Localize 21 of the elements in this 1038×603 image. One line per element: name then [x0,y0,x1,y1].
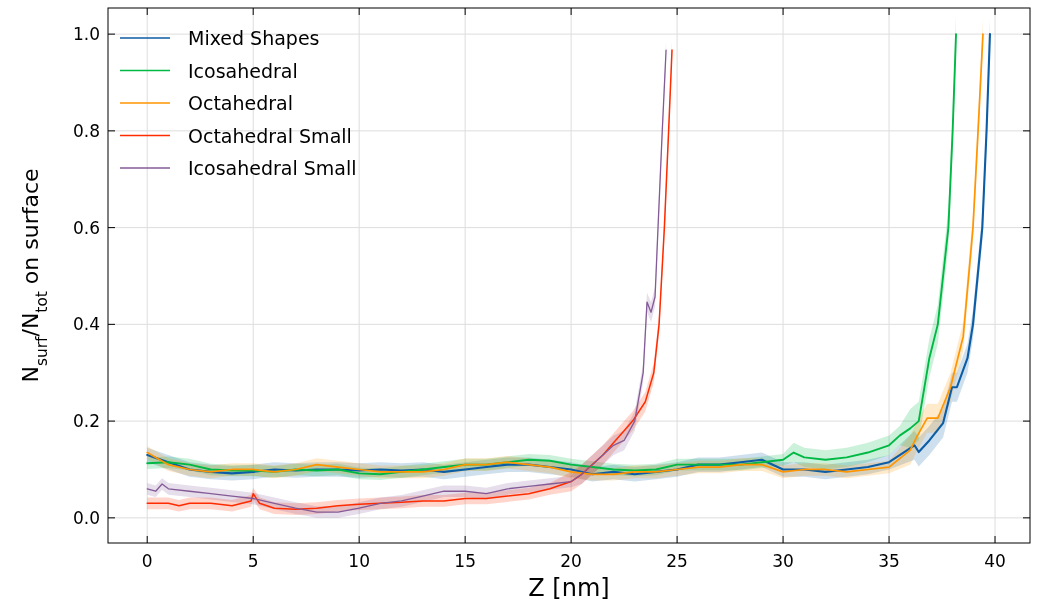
x-tick-label: 0 [141,551,153,571]
y-tick-label: 0.4 [72,314,100,335]
x-tick-label: 5 [247,551,259,571]
y-tick-label: 0.0 [72,507,100,528]
y-tick-label: 0.6 [72,217,100,238]
x-tick-label: 10 [348,551,370,571]
legend-label: Icosahedral [188,59,298,82]
y-tick-label: 1.0 [72,24,100,45]
y-tick-label: 0.2 [72,411,100,432]
x-tick-label: 30 [772,551,794,571]
legend-label: Icosahedral Small [188,157,357,179]
x-axis-title: Z [nm] [528,574,610,602]
legend-label: Octahedral Small [188,124,352,147]
legend-label: Octahedral [188,92,294,114]
x-tick-label: 15 [454,551,476,571]
x-tick-label: 35 [878,551,900,571]
x-tick-label: 40 [984,551,1006,571]
x-tick-label: 25 [666,551,688,571]
x-tick-label: 20 [560,551,582,571]
legend-label: Mixed Shapes [188,27,320,49]
y-tick-label: 0.8 [72,120,100,141]
